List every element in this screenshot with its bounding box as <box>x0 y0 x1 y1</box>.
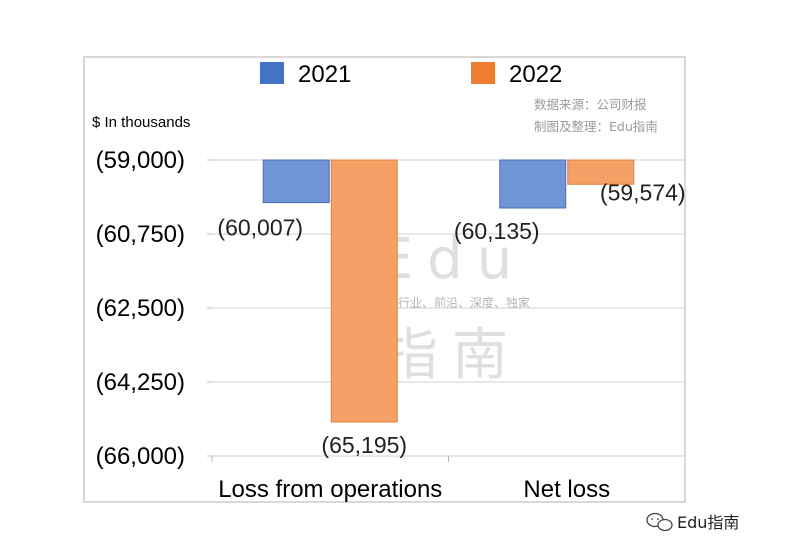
source-line-2: 制图及整理：Edu指南 <box>534 119 658 134</box>
watermark-big-bottom: 指南 <box>382 323 522 388</box>
data-label-2022-0: (65,195) <box>321 432 407 458</box>
watermark-big-top: Edu <box>378 227 526 292</box>
y-tick-label: (60,750) <box>96 221 185 248</box>
bar-2021-1 <box>499 159 567 209</box>
label-layer: (59,000) (60,750) (62,500) (64,250) (66,000)… <box>96 147 686 503</box>
data-label-2022-1: (59,574) <box>600 179 686 205</box>
bar-2022-0 <box>330 159 398 423</box>
wechat-icon <box>646 512 673 532</box>
y-tick-label: (59,000) <box>96 147 185 174</box>
legend-swatch-2021 <box>260 62 284 84</box>
legend: 2021 2022 <box>260 61 562 88</box>
y-tick-label: (62,500) <box>96 295 185 322</box>
x-category-label: Net loss <box>523 476 610 503</box>
watermark-tagline: 教育行业、前沿、深度、独家 <box>374 295 530 310</box>
footer-brand: Edu指南 <box>677 513 739 532</box>
unit-label: $ In thousands <box>92 114 190 131</box>
legend-label-2022: 2022 <box>509 61 562 88</box>
bar-2021-0 <box>262 159 330 204</box>
legend-label-2021: 2021 <box>298 61 351 88</box>
x-category-label: Loss from operations <box>218 476 442 503</box>
watermark: Edu 教育行业、前沿、深度、独家 指南 <box>374 227 530 388</box>
data-label-2021-1: (60,135) <box>454 218 540 244</box>
data-label-2021-0: (60,007) <box>217 215 303 241</box>
source-line-1: 数据来源：公司财报 <box>534 97 647 112</box>
legend-swatch-2022 <box>471 62 495 84</box>
bar-2022-1 <box>567 159 635 185</box>
bar-layer <box>262 159 635 423</box>
wechat-brand: Edu指南 <box>646 512 739 532</box>
y-tick-label: (66,000) <box>96 443 185 470</box>
y-tick-label: (64,250) <box>96 369 185 396</box>
